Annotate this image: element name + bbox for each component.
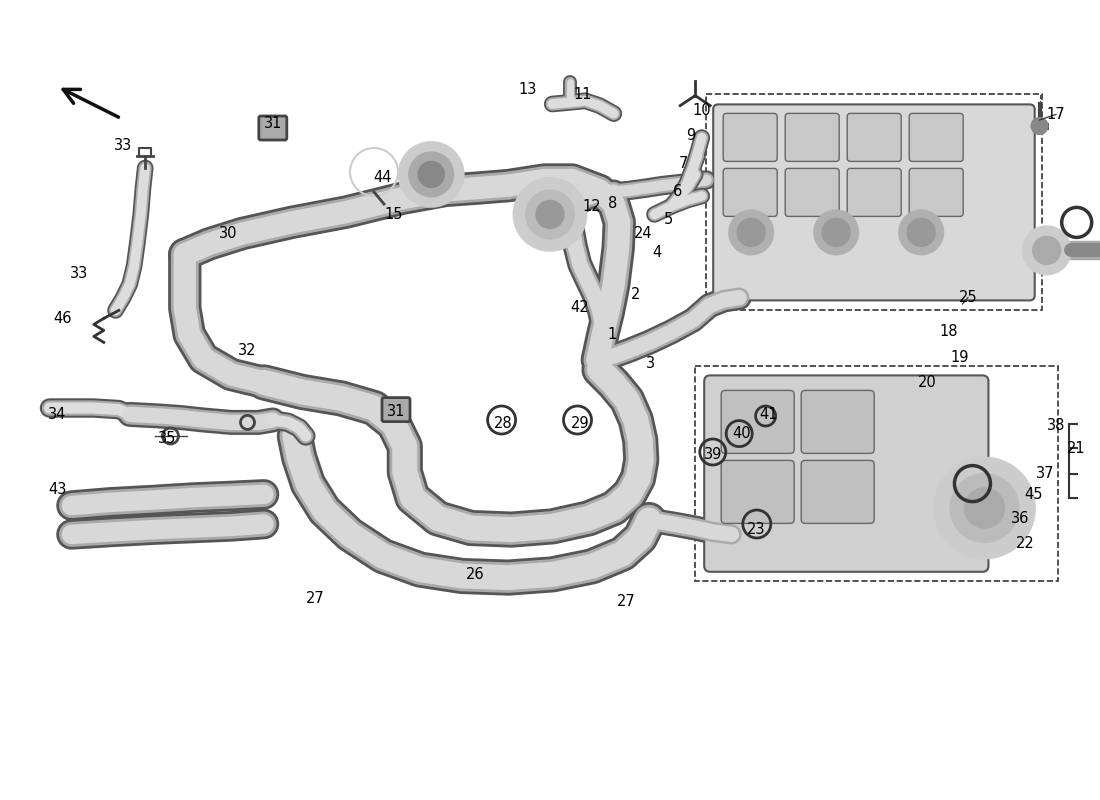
Text: 28: 28 [494,417,512,431]
Text: 41: 41 [760,407,778,422]
Text: 20: 20 [917,375,937,390]
Text: 42: 42 [571,301,588,315]
FancyBboxPatch shape [722,390,794,454]
FancyBboxPatch shape [801,390,874,454]
FancyBboxPatch shape [847,114,901,162]
Text: 10: 10 [693,103,711,118]
Circle shape [899,210,943,254]
Text: 19: 19 [950,350,968,365]
Text: 31: 31 [264,117,282,131]
Text: 11: 11 [574,87,592,102]
Text: 1: 1 [607,327,616,342]
FancyBboxPatch shape [910,114,964,162]
Text: 34: 34 [48,407,66,422]
Text: 27: 27 [306,591,326,606]
FancyBboxPatch shape [723,114,778,162]
Circle shape [418,162,444,187]
Text: 2: 2 [631,287,640,302]
Text: 25: 25 [959,290,977,305]
FancyBboxPatch shape [704,375,989,572]
Text: 9: 9 [686,129,695,143]
Circle shape [950,474,1019,542]
Text: 15: 15 [385,207,403,222]
Text: 29: 29 [571,417,588,431]
Circle shape [729,210,773,254]
Text: 17: 17 [1047,107,1065,122]
Text: 43: 43 [48,482,66,497]
Text: 7: 7 [679,157,688,171]
Text: 8: 8 [608,196,617,210]
Text: 13: 13 [519,82,537,97]
Text: 4: 4 [652,246,661,260]
Circle shape [822,218,850,246]
Text: 22: 22 [1015,537,1035,551]
Circle shape [814,210,858,254]
Circle shape [1023,226,1070,274]
Text: 44: 44 [374,170,392,185]
Text: 32: 32 [239,343,256,358]
FancyBboxPatch shape [847,168,901,216]
Circle shape [399,142,463,206]
Text: 24: 24 [635,226,652,241]
Text: 21: 21 [1067,441,1085,455]
Text: 33: 33 [70,266,88,281]
Text: 27: 27 [616,594,636,609]
FancyBboxPatch shape [801,461,874,523]
Text: 33: 33 [114,138,132,153]
Text: 39: 39 [704,447,722,462]
Circle shape [536,200,564,229]
Circle shape [514,178,586,250]
FancyBboxPatch shape [910,168,964,216]
FancyBboxPatch shape [258,116,287,140]
Text: 12: 12 [583,199,601,214]
FancyBboxPatch shape [722,461,794,523]
Text: 45: 45 [1025,487,1043,502]
Text: 35: 35 [158,431,176,446]
Circle shape [526,190,574,238]
Text: 18: 18 [939,325,957,339]
Text: 38: 38 [1047,418,1065,433]
Circle shape [935,458,1034,558]
Text: 31: 31 [387,405,405,419]
FancyBboxPatch shape [723,168,778,216]
Circle shape [409,152,453,197]
Circle shape [908,218,935,246]
Text: 36: 36 [1011,511,1028,526]
Text: 26: 26 [466,567,484,582]
Text: 37: 37 [1036,466,1054,481]
Circle shape [1033,237,1060,264]
Text: 46: 46 [54,311,72,326]
Text: 30: 30 [219,226,236,241]
Circle shape [1032,118,1047,134]
FancyBboxPatch shape [382,398,410,422]
Circle shape [965,488,1004,528]
Circle shape [737,218,766,246]
Text: 3: 3 [646,357,654,371]
Text: 40: 40 [733,426,750,441]
Text: 5: 5 [664,212,673,226]
Text: 6: 6 [673,185,682,199]
FancyBboxPatch shape [713,104,1035,300]
FancyBboxPatch shape [785,114,839,162]
FancyBboxPatch shape [785,168,839,216]
Text: 23: 23 [747,522,764,537]
